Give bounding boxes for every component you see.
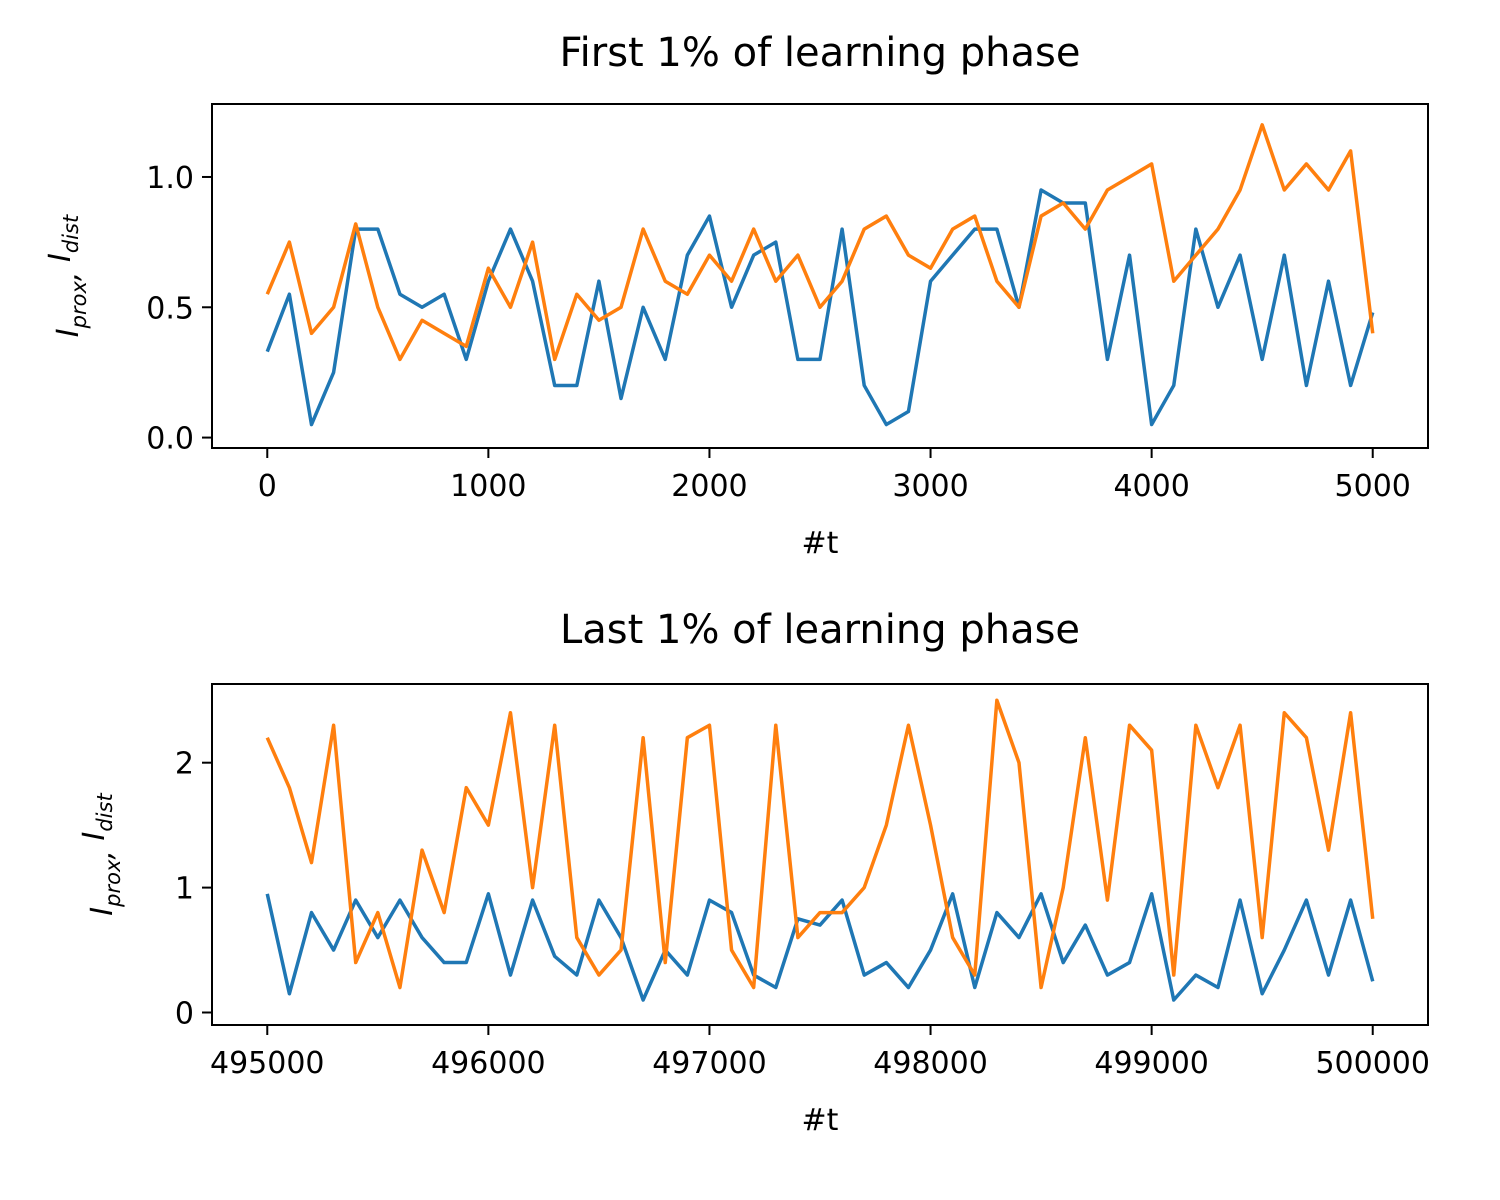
- y-axis-label-part: dist: [93, 793, 117, 832]
- y-axis-label-part: I: [51, 328, 86, 337]
- y-axis-label: Iprox, Idist: [77, 793, 125, 916]
- y-axis-label-part: dist: [59, 214, 83, 253]
- y-tick-label: 1.0: [146, 161, 194, 196]
- x-axis-label: #t: [802, 1103, 839, 1138]
- y-axis-label-part: I: [43, 253, 78, 262]
- x-tick-label: 4000: [1113, 469, 1189, 504]
- y-axis-label-part: prox: [101, 859, 125, 908]
- data-line: [265, 698, 1375, 990]
- y-tick-label: 0.0: [146, 422, 194, 457]
- axes-frame: [211, 683, 1429, 1026]
- y-axis-label-part: ,: [51, 262, 86, 281]
- x-axis-label: #t: [802, 526, 839, 561]
- subplot-title: Last 1% of learning phase: [560, 607, 1080, 653]
- x-tick-label: 499000: [1094, 1046, 1209, 1081]
- x-tick-label: 3000: [892, 469, 968, 504]
- y-tick-label: 0: [175, 997, 194, 1032]
- y-axis-label-part: I: [77, 832, 112, 841]
- subplot: First 1% of learning phase 0 1000 2000 3000 4…: [43, 30, 1429, 561]
- x-tick-label: 5000: [1335, 469, 1411, 504]
- data-line: [265, 188, 1375, 427]
- data-line: [265, 123, 1375, 362]
- y-axis-label: Iprox, Idist: [43, 214, 91, 337]
- y-axis-label-part: I: [85, 907, 120, 916]
- y-axis-label-part: ,: [85, 841, 120, 860]
- y-tick-label: 2: [175, 747, 194, 782]
- x-tick-label: 0: [258, 469, 277, 504]
- y-tick-label: 1: [175, 872, 194, 907]
- data-line: [265, 892, 1375, 1002]
- x-tick-label: 496000: [431, 1046, 546, 1081]
- x-tick-label: 498000: [873, 1046, 988, 1081]
- x-tick-label: 495000: [210, 1046, 325, 1081]
- x-tick-label: 500000: [1315, 1046, 1430, 1081]
- y-tick-label: 0.5: [146, 291, 194, 326]
- axes-frame: [211, 103, 1429, 449]
- y-axis-label-part: prox: [67, 281, 91, 330]
- x-tick-label: 1000: [450, 469, 526, 504]
- x-tick-label: 497000: [652, 1046, 767, 1081]
- subplot-title: First 1% of learning phase: [560, 30, 1081, 76]
- subplot: Last 1% of learning phase 495000 496000 497…: [77, 607, 1430, 1138]
- x-tick-label: 2000: [671, 469, 747, 504]
